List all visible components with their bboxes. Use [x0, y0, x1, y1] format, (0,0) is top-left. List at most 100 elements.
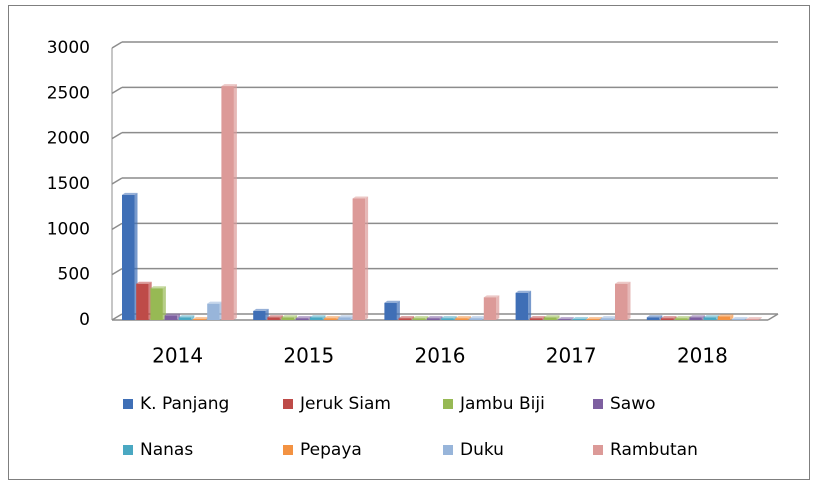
bar: [515, 292, 529, 320]
bar: [558, 319, 571, 320]
bar-side: [744, 317, 748, 320]
bar-side: [627, 281, 631, 320]
x-tick-label: 2015: [283, 344, 334, 368]
x-tick-label: 2018: [677, 344, 728, 368]
bar: [221, 86, 234, 320]
bar: [398, 318, 412, 320]
bar-side: [673, 316, 677, 320]
legend-swatch: [123, 445, 133, 455]
bar: [661, 318, 674, 320]
y-tick-label: 3000: [47, 38, 90, 58]
bar-side: [233, 84, 237, 320]
bar-top: [675, 316, 691, 319]
bar-top: [529, 316, 546, 319]
bar-top: [324, 316, 340, 319]
bar-top: [469, 316, 486, 319]
y-tick-label: 500: [58, 265, 90, 285]
bar: [600, 318, 614, 320]
bar-top: [122, 192, 138, 195]
bar: [338, 317, 351, 320]
y-tick-label: 2000: [47, 129, 90, 149]
bar-side: [279, 315, 283, 320]
floor-right: [767, 313, 779, 321]
bar-side: [396, 300, 400, 320]
bar: [384, 302, 397, 320]
y-tick-label: 1500: [47, 174, 90, 194]
bar: [615, 283, 628, 320]
bar-top: [717, 314, 734, 317]
bar-top: [572, 317, 588, 320]
bar: [122, 194, 135, 320]
grid-line-depth: [111, 41, 123, 49]
bar-top: [615, 281, 631, 284]
bar-side: [467, 316, 471, 320]
bar-side: [162, 286, 166, 320]
bar-top: [515, 290, 532, 293]
grid-line-depth: [111, 268, 123, 276]
bar: [281, 317, 295, 320]
bar-top: [310, 315, 326, 318]
bar-top: [398, 316, 415, 319]
bar-top: [586, 317, 603, 320]
bar-side: [453, 316, 457, 320]
bar-side: [528, 290, 532, 320]
chart-border: [8, 5, 810, 480]
legend-swatch: [283, 399, 293, 409]
grid-line-depth: [111, 132, 123, 140]
legend-label: K. Panjang: [140, 394, 229, 414]
legend-label: Nanas: [140, 440, 193, 460]
legend-label: Duku: [460, 440, 504, 460]
bar-top: [207, 301, 223, 304]
bar: [295, 318, 309, 320]
bar-top: [412, 316, 429, 319]
bar: [352, 198, 366, 320]
x-tick-label: 2016: [415, 344, 466, 368]
bar: [544, 317, 557, 320]
y-tick-label: 0: [79, 310, 90, 330]
bar: [193, 319, 206, 320]
bar: [689, 317, 702, 320]
bar-side: [425, 316, 429, 320]
bar-top: [689, 315, 705, 318]
bar: [572, 319, 585, 320]
legend-label: Pepaya: [300, 440, 362, 460]
bar-top: [136, 281, 152, 284]
bar-side: [322, 315, 326, 320]
bar-top: [164, 313, 181, 316]
bar-side: [570, 317, 574, 320]
grid-line-depth: [111, 177, 123, 185]
bar: [586, 319, 600, 320]
legend-swatch: [593, 399, 603, 409]
bar-side: [758, 317, 762, 320]
bar-top: [253, 308, 269, 311]
bar-side: [439, 316, 443, 320]
bar: [412, 318, 426, 320]
bar-top: [732, 317, 748, 320]
bar-side: [496, 295, 500, 320]
bar: [717, 316, 731, 320]
bar-top: [441, 316, 457, 319]
bar-side: [294, 315, 298, 320]
bar-side: [191, 315, 195, 320]
bar-side: [701, 315, 705, 320]
legend-swatch: [593, 445, 603, 455]
bar: [483, 297, 497, 320]
bar-top: [384, 300, 400, 303]
bar: [310, 317, 323, 320]
legend-label: Rambutan: [610, 440, 698, 460]
bar-side: [599, 317, 603, 320]
bar-top: [178, 315, 195, 318]
bar-side: [411, 316, 415, 320]
bar: [529, 318, 543, 320]
bar-top: [281, 315, 298, 318]
bar-top: [267, 315, 283, 318]
bar: [732, 319, 745, 320]
bar-top: [483, 295, 500, 298]
bar-side: [584, 317, 588, 320]
x-tick-label: 2017: [546, 344, 597, 368]
bar-top: [221, 84, 237, 87]
bar-top: [703, 315, 720, 318]
bar-side: [730, 314, 734, 320]
bar-top: [455, 316, 471, 319]
